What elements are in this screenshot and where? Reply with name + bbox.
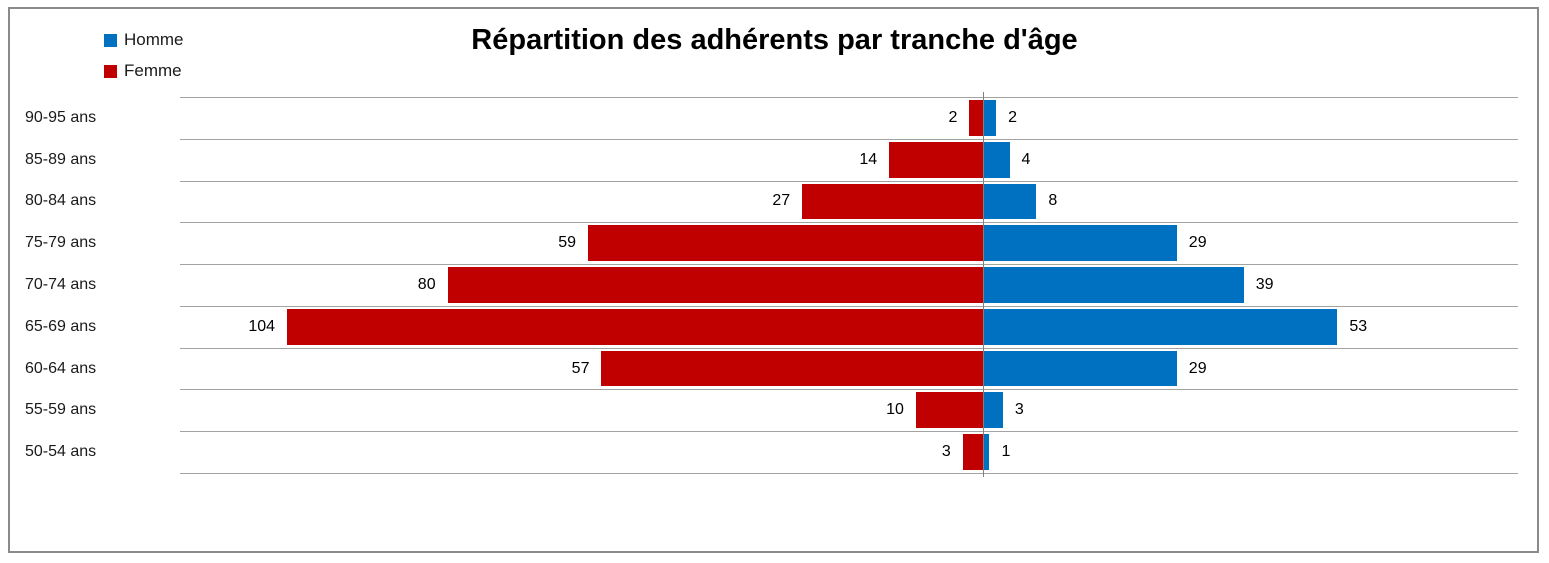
homme-bar[interactable] — [982, 308, 1338, 345]
homme-value-label: 39 — [1255, 275, 1274, 293]
femme-bar[interactable] — [447, 267, 983, 303]
homme-value-label: 4 — [1021, 150, 1031, 168]
femme-value-label: 80 — [417, 275, 436, 293]
femme-bar[interactable] — [287, 308, 983, 345]
homme-value-label: 8 — [1048, 192, 1058, 210]
legend: Homme Femme — [104, 30, 184, 81]
category-label: 65-69 ans — [25, 317, 97, 335]
gridline — [180, 180, 1518, 182]
homme-bar[interactable] — [982, 100, 997, 136]
gridline — [180, 347, 1518, 349]
homme-value-label: 3 — [1014, 401, 1024, 419]
chart-title[interactable]: Répartition des adhérents par tranche d'… — [471, 24, 1078, 56]
gridline — [180, 138, 1518, 140]
femme-bar[interactable] — [601, 350, 983, 387]
femme-value-label: 2 — [948, 108, 958, 126]
femme-bar[interactable] — [588, 225, 983, 262]
femme-bar[interactable] — [889, 141, 983, 178]
femme-value-label: 59 — [558, 234, 577, 252]
homme-bar[interactable] — [982, 434, 990, 470]
femme-value-label: 104 — [248, 317, 276, 335]
homme-value-label: 29 — [1188, 234, 1207, 252]
homme-bar[interactable] — [982, 183, 1037, 220]
homme-bar[interactable] — [982, 392, 1003, 429]
homme-bar[interactable] — [982, 267, 1244, 303]
category-label: 50-54 ans — [25, 443, 97, 461]
homme-bar[interactable] — [982, 225, 1177, 262]
legend-label-femme: Femme — [124, 61, 182, 80]
femme-value-label: 57 — [571, 359, 590, 377]
homme-bar[interactable] — [982, 141, 1010, 178]
homme-value-label: 53 — [1349, 317, 1368, 335]
category-label: 90-95 ans — [25, 108, 97, 126]
femme-value-label: 10 — [886, 401, 904, 419]
legend-label-homme: Homme — [124, 30, 184, 49]
category-label: 55-59 ans — [25, 401, 97, 419]
legend-swatch-homme-icon — [104, 33, 117, 47]
category-label: 85-89 ans — [25, 150, 97, 168]
femme-value-label: 27 — [772, 192, 791, 210]
gridline — [180, 264, 1518, 266]
legend-swatch-femme-icon — [104, 64, 117, 78]
category-label: 60-64 ans — [25, 359, 97, 377]
homme-value-label: 29 — [1188, 359, 1207, 377]
femme-bar[interactable] — [802, 183, 983, 220]
gridline — [180, 431, 1518, 433]
femme-value-label: 14 — [859, 150, 878, 168]
gridline — [180, 305, 1518, 307]
gridline — [180, 97, 1518, 98]
femme-bar[interactable] — [962, 434, 983, 470]
category-label: 75-79 ans — [25, 234, 97, 252]
femme-value-label: 3 — [941, 443, 951, 461]
legend-item-femme[interactable]: Femme — [104, 61, 184, 81]
legend-item-homme[interactable]: Homme — [104, 30, 184, 50]
category-label: 80-84 ans — [25, 192, 97, 210]
zero-axis-line — [982, 92, 984, 477]
femme-bar[interactable] — [969, 100, 983, 136]
category-label: 70-74 ans — [25, 275, 97, 293]
homme-value-label: 2 — [1008, 108, 1018, 126]
gridline — [180, 389, 1518, 391]
gridline — [180, 473, 1518, 474]
homme-bar[interactable] — [982, 350, 1177, 387]
plot-area: 2 2 14 4 27 8 59 29 80 39 104 53 57 29 10 3 3 1 — [180, 92, 1518, 477]
homme-value-label: 1 — [1001, 443, 1011, 461]
femme-bar[interactable] — [915, 392, 983, 429]
gridline — [180, 222, 1518, 224]
